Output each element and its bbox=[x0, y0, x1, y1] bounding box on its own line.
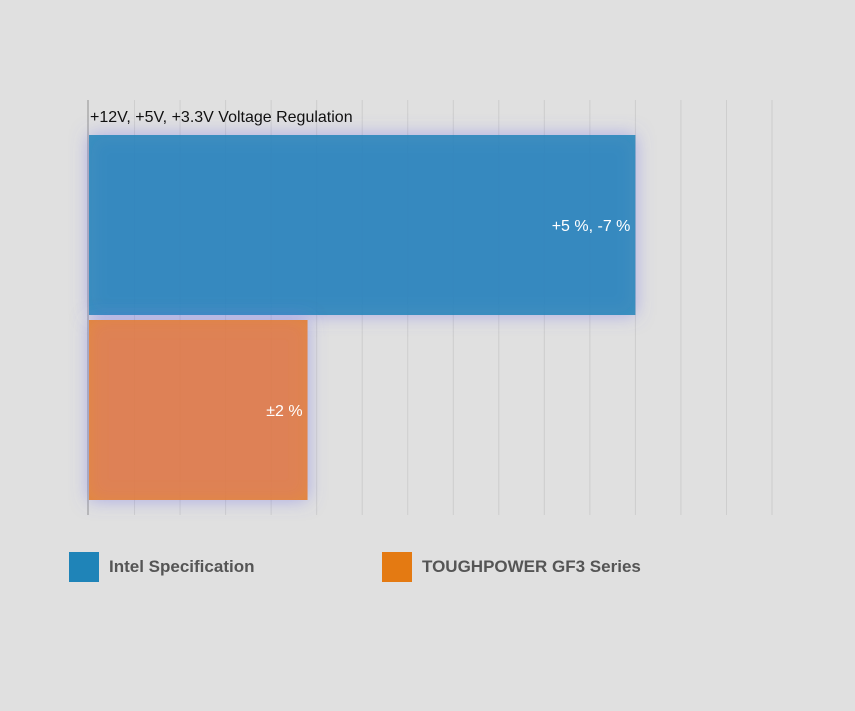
legend-swatch bbox=[382, 552, 412, 582]
bar-value-label: ±2 % bbox=[266, 403, 302, 420]
bar-intel-specification[interactable] bbox=[89, 135, 636, 315]
legend-item-intel-specification[interactable]: Intel Specification bbox=[69, 552, 382, 582]
bar-toughpower-gf3-series[interactable] bbox=[89, 320, 308, 500]
chart-area: +5 %, -7 % ±2 % +12V, +5V, +3.3V Voltage … bbox=[87, 100, 773, 515]
category-label: +12V, +5V, +3.3V Voltage Regulation bbox=[90, 109, 353, 126]
legend-swatch bbox=[69, 552, 99, 582]
legend-label: Intel Specification bbox=[109, 557, 255, 576]
bar-chart: +5 %, -7 % ±2 % +12V, +5V, +3.3V Voltage … bbox=[87, 100, 773, 515]
legend-label: TOUGHPOWER GF3 Series bbox=[422, 557, 641, 576]
bars: +5 %, -7 % ±2 % bbox=[89, 135, 636, 500]
bar-value-label: +5 %, -7 % bbox=[552, 218, 631, 235]
legend: Intel Specification TOUGHPOWER GF3 Serie… bbox=[69, 552, 641, 582]
legend-item-toughpower-gf3-series[interactable]: TOUGHPOWER GF3 Series bbox=[382, 552, 641, 582]
